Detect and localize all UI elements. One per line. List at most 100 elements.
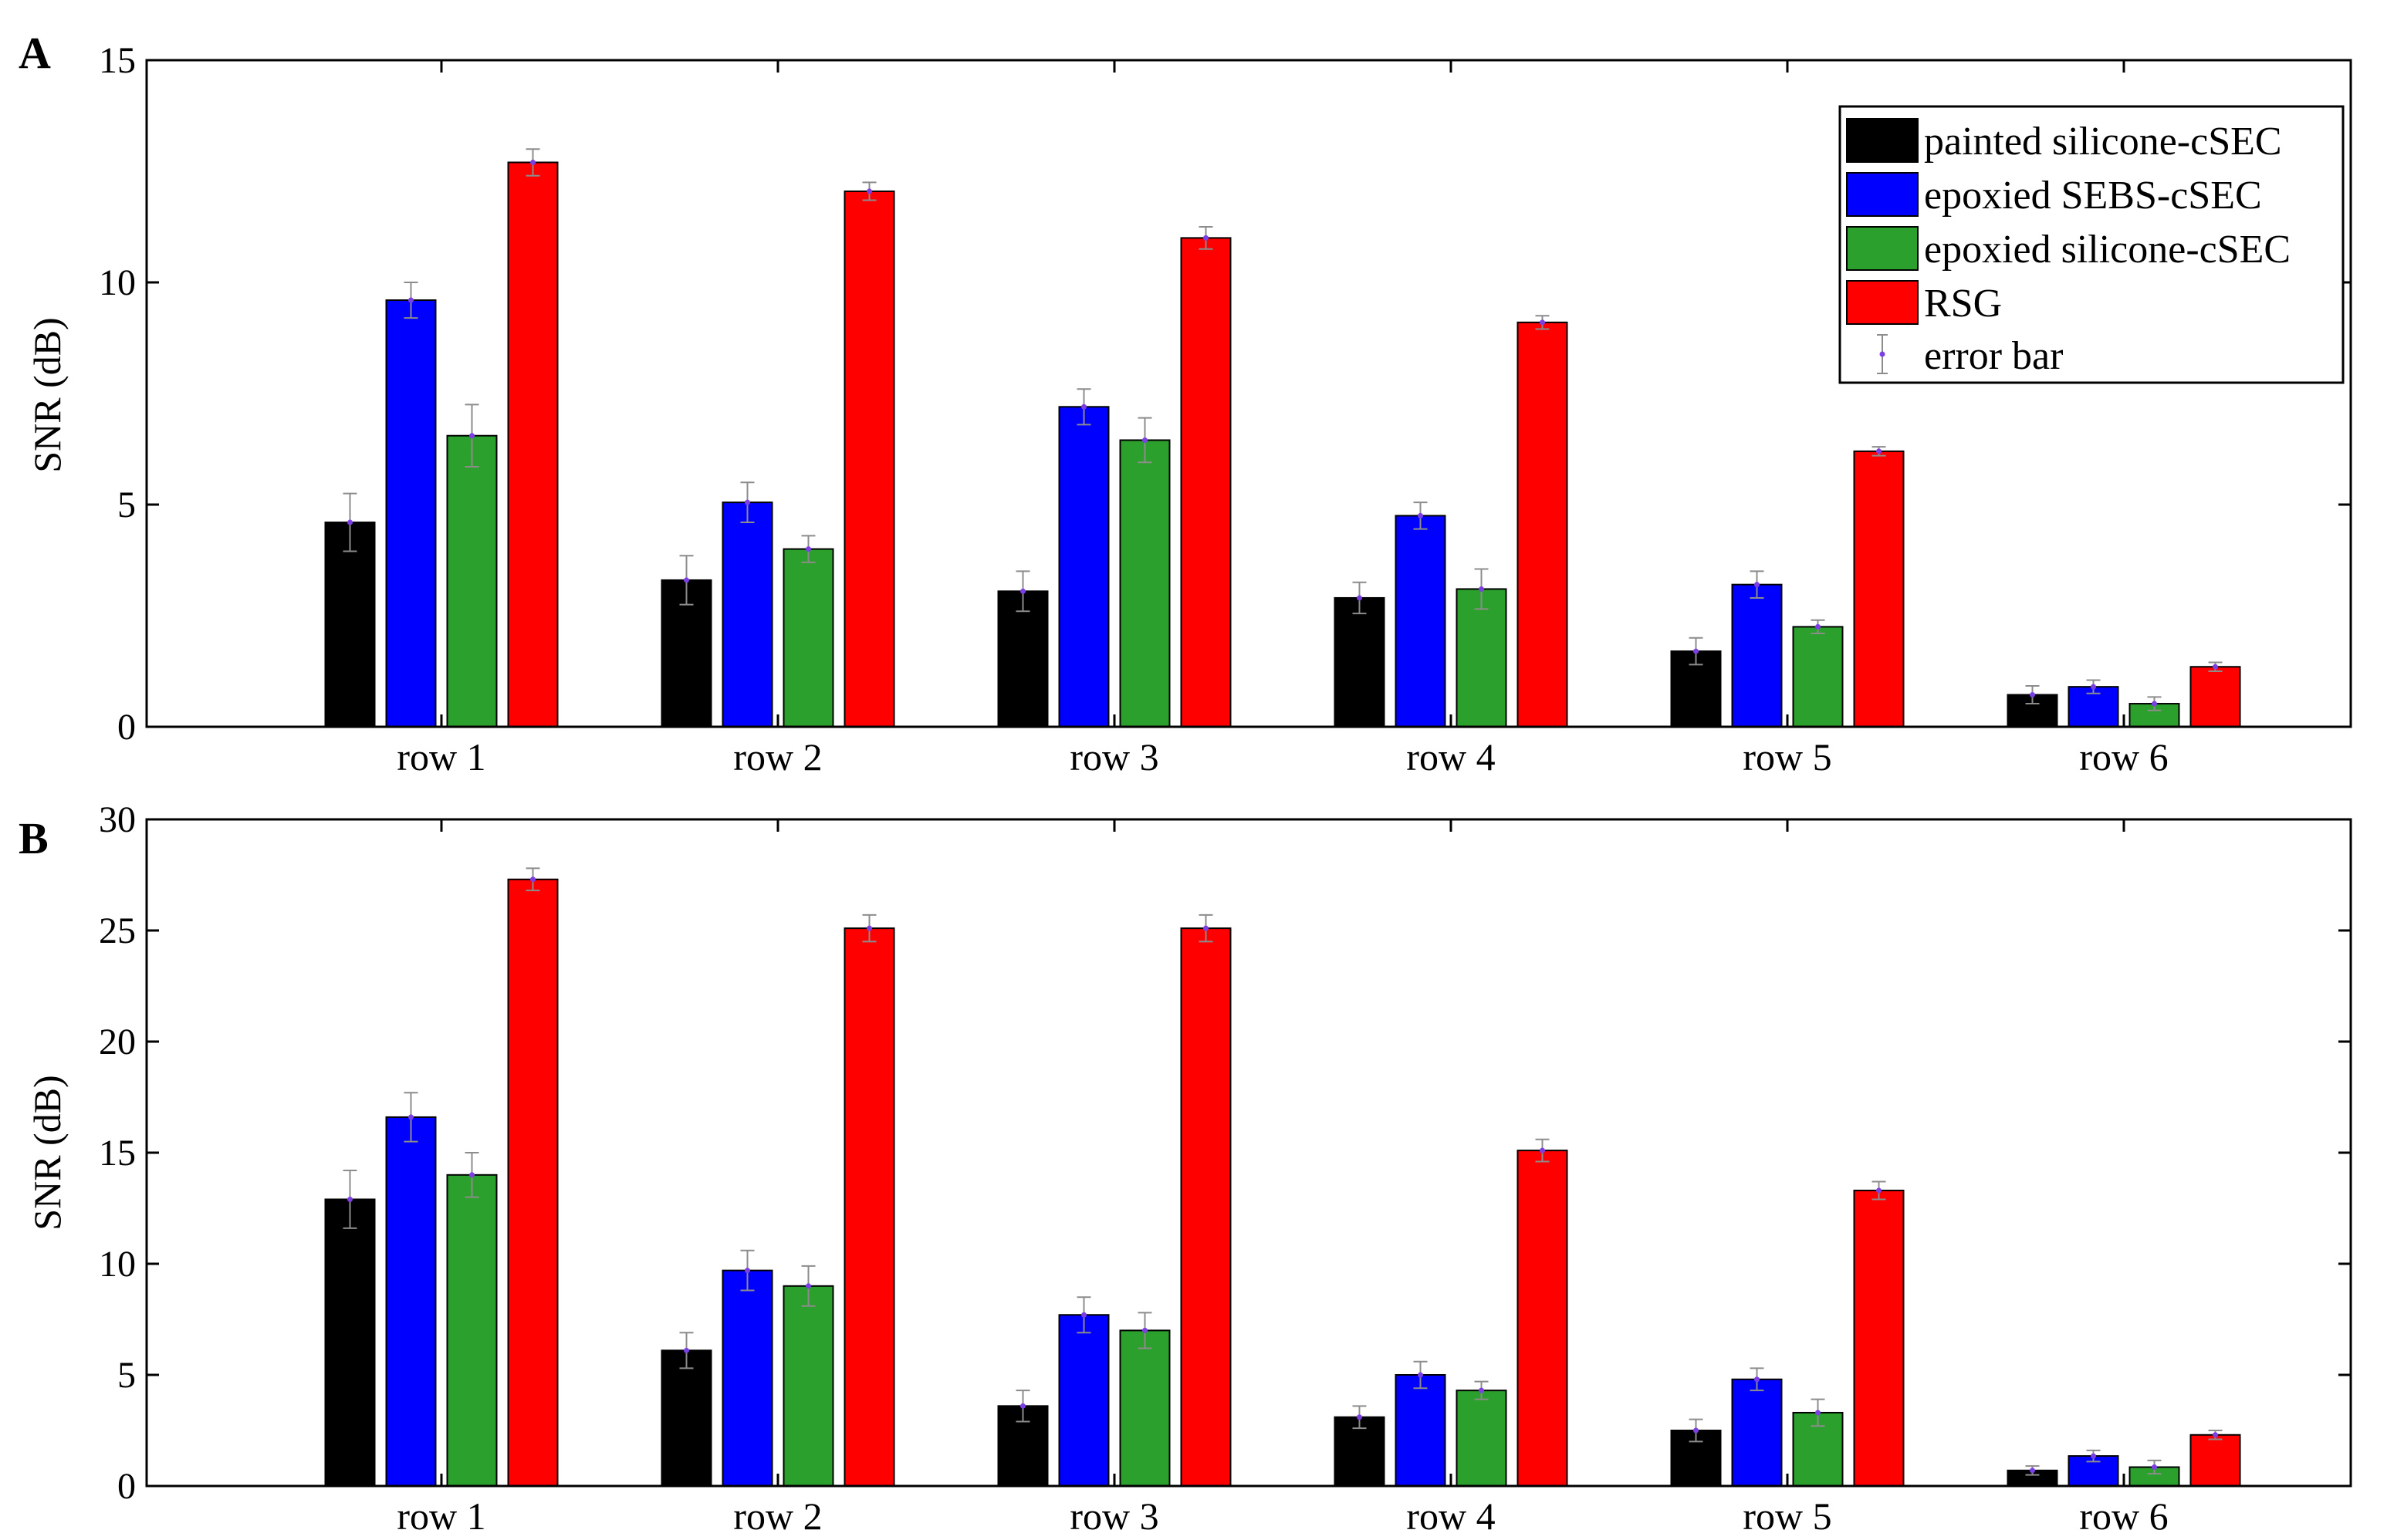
panel-a-error-bar-epoxied-sebs-csec-row-2 xyxy=(740,481,755,524)
legend-swatch-painted-silicone-csec xyxy=(1846,118,1919,163)
panel-a-y-tick-label-10: 10 xyxy=(99,262,136,303)
panel-b-error-bar-rsg-row-4 xyxy=(1535,1138,1550,1163)
panel-b-bar-epoxied-silicone-csec-row-2 xyxy=(783,1285,834,1488)
legend-label-epoxied-sebs-csec: epoxied SEBS-cSEC xyxy=(1924,174,2262,218)
panel-b-error-bar-rsg-row-1 xyxy=(526,867,540,892)
panel-a-error-bar-painted-silicone-csec-row-3 xyxy=(1016,570,1030,613)
panel-a-error-bar-painted-silicone-csec-row-2 xyxy=(679,555,694,606)
legend-entry-error-bar: error bar xyxy=(1877,334,2063,378)
panel-b-x-tick-label-row-4: row 4 xyxy=(1406,1494,1495,1538)
panel-a-y-axis-title: SNR (dB) xyxy=(25,317,69,472)
panel-a-error-bar-painted-silicone-csec-row-6 xyxy=(2025,685,2040,705)
panel-a-bar-painted-silicone-csec-row-1 xyxy=(324,522,376,728)
panel-a-error-bar-rsg-row-2 xyxy=(862,181,877,201)
panel-a-x-tick-label-row-3: row 3 xyxy=(1070,735,1158,778)
panel-b-y-tick-label-20: 20 xyxy=(99,1022,136,1062)
panel-a-bar-rsg-row-1 xyxy=(507,161,559,728)
panel-b-error-bar-rsg-row-6 xyxy=(2208,1430,2223,1440)
legend-swatch-epoxied-silicone-csec xyxy=(1846,226,1919,271)
panel-b-error-bar-epoxied-sebs-csec-row-6 xyxy=(2086,1449,2101,1463)
panel-a-x-tick-label-row-5: row 5 xyxy=(1743,735,1831,778)
legend-label-rsg: RSG xyxy=(1924,282,2002,326)
panel-b-y-tick-label-25: 25 xyxy=(99,910,136,951)
panel-b-bar-rsg-row-4 xyxy=(1516,1150,1568,1487)
panel-b-error-bar-epoxied-sebs-csec-row-5 xyxy=(1750,1367,1764,1392)
panel-b-error-bar-painted-silicone-csec-row-3 xyxy=(1016,1390,1030,1423)
panel-a-error-bar-epoxied-silicone-csec-row-5 xyxy=(1811,619,1825,635)
panel-b-bar-epoxied-silicone-csec-row-3 xyxy=(1119,1329,1171,1488)
panel-a-bar-epoxied-silicone-csec-row-1 xyxy=(446,434,498,728)
panel-a-error-bar-epoxied-sebs-csec-row-1 xyxy=(404,282,418,319)
panel-a-x-tick-label-row-1: row 1 xyxy=(397,735,485,778)
panel-a-y-tick-label-15: 15 xyxy=(99,40,136,81)
panel-b-error-bar-epoxied-sebs-csec-row-3 xyxy=(1077,1296,1091,1334)
panel-a-bar-epoxied-silicone-csec-row-2 xyxy=(783,548,834,728)
panel-a-error-bar-epoxied-silicone-csec-row-6 xyxy=(2147,696,2162,711)
panel-b-bar-epoxied-sebs-csec-row-4 xyxy=(1395,1374,1446,1487)
panel-a-bar-painted-silicone-csec-row-4 xyxy=(1334,596,1385,728)
panel-b-bar-rsg-row-2 xyxy=(844,927,895,1487)
panel-b-bar-rsg-row-5 xyxy=(1853,1189,1905,1487)
panel-a-bar-epoxied-silicone-csec-row-5 xyxy=(1792,626,1844,728)
panel-b-plot: 0 5 10 15 20 25 30 row 1 row 2 row 3 row 4 row 5 row… xyxy=(99,799,2352,1538)
panel-a-bar-rsg-row-4 xyxy=(1516,321,1568,728)
panel-a-error-bar-rsg-row-1 xyxy=(526,148,540,177)
panel-a-bar-epoxied-sebs-csec-row-1 xyxy=(385,299,437,728)
panel-b-error-bar-epoxied-silicone-csec-row-5 xyxy=(1811,1398,1825,1427)
panel-b-error-bar-epoxied-silicone-csec-row-3 xyxy=(1138,1312,1152,1349)
panel-b-bar-rsg-row-6 xyxy=(2189,1434,2241,1488)
panel-b-bar-epoxied-silicone-csec-row-1 xyxy=(446,1174,498,1488)
panel-b-y-tick-label-0: 0 xyxy=(117,1466,136,1507)
panel-b-y-tick-label-30: 30 xyxy=(99,799,136,840)
panel-b-error-bar-painted-silicone-csec-row-1 xyxy=(343,1170,357,1229)
panel-b-error-bar-painted-silicone-csec-row-4 xyxy=(1352,1405,1367,1430)
panel-b-x-tick-label-row-6: row 6 xyxy=(2079,1494,2168,1538)
panel-a-error-bar-epoxied-silicone-csec-row-2 xyxy=(801,535,816,563)
panel-a-y-tick-label-0: 0 xyxy=(117,707,136,748)
panel-a-x-tick-label-row-4: row 4 xyxy=(1406,735,1495,778)
panel-b-x-tick-label-row-3: row 3 xyxy=(1070,1494,1158,1538)
legend: painted silicone-cSEC epoxied SEBS-cSEC … xyxy=(1838,105,2345,384)
panel-b-error-bar-epoxied-silicone-csec-row-6 xyxy=(2147,1459,2162,1475)
panel-b-bar-rsg-row-3 xyxy=(1180,927,1232,1487)
panel-b-x-tick-label-row-1: row 1 xyxy=(397,1494,485,1538)
panel-b-error-bar-epoxied-silicone-csec-row-2 xyxy=(801,1265,816,1307)
panel-a-bar-rsg-row-3 xyxy=(1180,237,1232,728)
legend-label-error-bar: error bar xyxy=(1924,334,2063,378)
panel-b-error-bar-epoxied-sebs-csec-row-1 xyxy=(404,1092,418,1143)
legend-swatch-epoxied-sebs-csec xyxy=(1846,172,1919,217)
panel-b-bar-epoxied-silicone-csec-row-4 xyxy=(1456,1390,1507,1488)
panel-b-error-bar-rsg-row-5 xyxy=(1871,1180,1886,1201)
panel-a-error-bar-rsg-row-5 xyxy=(1871,446,1886,457)
panel-a-error-bar-epoxied-sebs-csec-row-5 xyxy=(1750,570,1764,599)
panel-b-error-bar-painted-silicone-csec-row-2 xyxy=(679,1332,694,1369)
panel-b-error-bar-epoxied-sebs-csec-row-4 xyxy=(1413,1360,1428,1390)
panel-b-error-bar-epoxied-sebs-csec-row-2 xyxy=(740,1249,755,1292)
panel-a-bar-epoxied-silicone-csec-row-3 xyxy=(1119,439,1171,728)
legend-box xyxy=(1838,105,2345,384)
panel-a-y-tick-label-5: 5 xyxy=(117,485,136,525)
panel-b-bar-painted-silicone-csec-row-1 xyxy=(324,1198,376,1487)
panel-b-y-tick-label-10: 10 xyxy=(99,1244,136,1285)
panel-a-bar-rsg-row-5 xyxy=(1853,450,1905,728)
panel-a-error-bar-epoxied-silicone-csec-row-3 xyxy=(1138,417,1152,464)
panel-b-x-tick-label-row-2: row 2 xyxy=(733,1494,822,1538)
panel-b-bar-epoxied-sebs-csec-row-1 xyxy=(385,1116,437,1488)
panel-a-error-bar-rsg-row-3 xyxy=(1199,226,1213,250)
panel-a-error-bar-epoxied-silicone-csec-row-1 xyxy=(465,404,479,468)
panel-b-error-bar-rsg-row-2 xyxy=(862,914,877,943)
panel-a-error-bar-epoxied-sebs-csec-row-6 xyxy=(2086,679,2101,694)
panel-a-plot: 0 5 10 15 row 1 row 2 row 3 row 4 row 5 row 6 xyxy=(99,40,2352,778)
panel-b-error-bar-epoxied-silicone-csec-row-1 xyxy=(465,1152,479,1198)
panel-b-y-tick-label-5: 5 xyxy=(117,1355,136,1396)
panel-a-error-bar-painted-silicone-csec-row-4 xyxy=(1352,581,1367,615)
legend-entry-epoxied-silicone-csec: epoxied silicone-cSEC xyxy=(1846,226,2291,272)
panel-a-bar-epoxied-sebs-csec-row-3 xyxy=(1058,406,1110,728)
panel-a-label: A xyxy=(19,28,51,78)
panel-b-bar-rsg-row-1 xyxy=(507,878,559,1487)
panel-a-error-bar-painted-silicone-csec-row-5 xyxy=(1689,637,1703,666)
panel-b-error-bar-rsg-row-3 xyxy=(1199,914,1213,943)
legend-entry-epoxied-sebs-csec: epoxied SEBS-cSEC xyxy=(1846,172,2262,218)
panel-b-bar-painted-silicone-csec-row-2 xyxy=(661,1349,712,1487)
